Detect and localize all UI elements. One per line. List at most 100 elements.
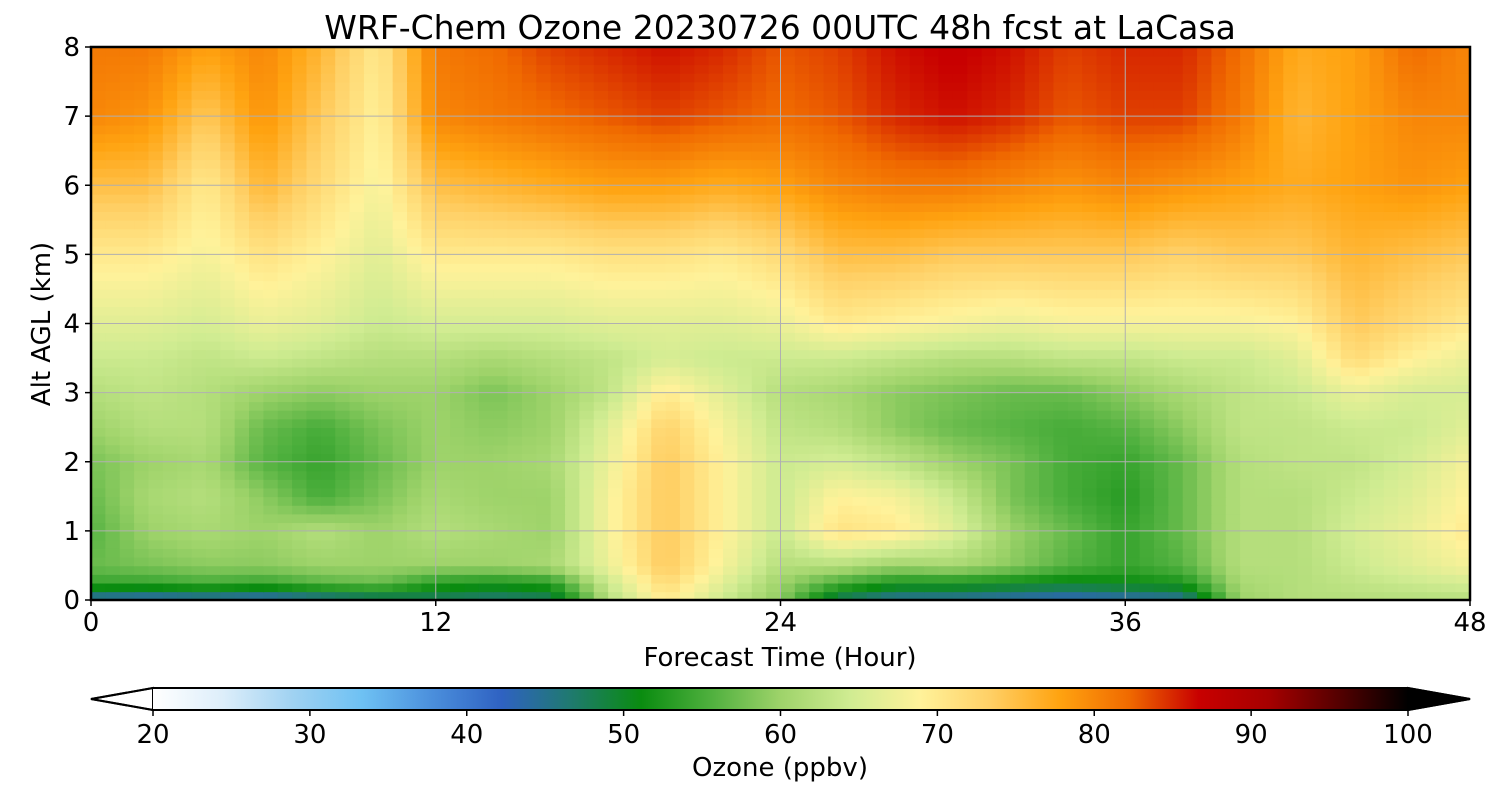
heatmap-cell <box>1025 419 1040 428</box>
heatmap-cell <box>939 168 954 177</box>
heatmap-cell <box>1154 324 1169 333</box>
heatmap-cell <box>177 177 192 186</box>
heatmap-cell <box>579 228 594 237</box>
heatmap-cell <box>680 540 695 549</box>
heatmap-cell <box>1168 514 1183 523</box>
heatmap-cell <box>263 272 278 281</box>
heatmap-cell <box>1068 505 1083 514</box>
heatmap-cell <box>694 583 709 592</box>
heatmap-cell <box>292 280 307 289</box>
heatmap-cell <box>924 574 939 583</box>
heatmap-cell <box>967 557 982 566</box>
heatmap-cell <box>464 289 479 298</box>
heatmap-cell <box>924 436 939 445</box>
heatmap-cell <box>105 401 120 410</box>
heatmap-cell <box>1240 565 1255 574</box>
heatmap-cell <box>134 557 149 566</box>
heatmap-cell <box>436 177 451 186</box>
heatmap-cell <box>694 358 709 367</box>
heatmap-cell <box>939 393 954 402</box>
heatmap-cell <box>852 393 867 402</box>
heatmap-cell <box>867 444 882 453</box>
heatmap-cell <box>1097 427 1112 436</box>
heatmap-cell <box>1082 306 1097 315</box>
heatmap-cell <box>536 401 551 410</box>
heatmap-cell <box>967 280 982 289</box>
heatmap-cell <box>321 496 336 505</box>
heatmap-cell <box>1355 203 1370 212</box>
heatmap-cell <box>493 436 508 445</box>
heatmap-cell <box>350 401 365 410</box>
heatmap-cell <box>1255 453 1270 462</box>
heatmap-cell <box>1053 453 1068 462</box>
heatmap-cell <box>1010 237 1025 246</box>
heatmap-cell <box>407 254 422 263</box>
heatmap-cell <box>1326 531 1341 540</box>
heatmap-cell <box>450 574 465 583</box>
heatmap-cell <box>393 159 408 168</box>
heatmap-cell <box>335 410 350 419</box>
heatmap-cell <box>120 479 135 488</box>
heatmap-cell <box>278 410 293 419</box>
heatmap-cell <box>407 349 422 358</box>
heatmap-cell <box>608 453 623 462</box>
heatmap-cell <box>1082 419 1097 428</box>
heatmap-cell <box>737 514 752 523</box>
heatmap-cell <box>1312 565 1327 574</box>
heatmap-cell <box>1082 427 1097 436</box>
heatmap-cell <box>694 228 709 237</box>
heatmap-cell <box>881 505 896 514</box>
heatmap-cell <box>1010 358 1025 367</box>
heatmap-cell <box>766 531 781 540</box>
heatmap-cell <box>1082 574 1097 583</box>
heatmap-cell <box>1283 332 1298 341</box>
heatmap-cell <box>493 419 508 428</box>
heatmap-cell <box>450 168 465 177</box>
heatmap-cell <box>321 185 336 194</box>
heatmap-cell <box>177 565 192 574</box>
heatmap-cell <box>1068 436 1083 445</box>
heatmap-cell <box>709 436 724 445</box>
heatmap-cell <box>939 514 954 523</box>
heatmap-cell <box>867 228 882 237</box>
heatmap-cell <box>1398 289 1413 298</box>
heatmap-cell <box>1197 159 1212 168</box>
heatmap-cell <box>723 237 738 246</box>
heatmap-cell <box>263 496 278 505</box>
heatmap-cell <box>996 254 1011 263</box>
heatmap-cell <box>1125 151 1140 160</box>
heatmap-cell <box>551 358 566 367</box>
heatmap-cell <box>1125 393 1140 402</box>
heatmap-cell <box>867 254 882 263</box>
heatmap-cell <box>163 522 178 531</box>
heatmap-cell <box>594 453 609 462</box>
heatmap-cell <box>249 358 264 367</box>
heatmap-cell <box>723 531 738 540</box>
heatmap-cell <box>565 185 580 194</box>
heatmap-cell <box>1369 548 1384 557</box>
heatmap-cell <box>306 565 321 574</box>
heatmap-cell <box>1125 367 1140 376</box>
heatmap-cell <box>1111 185 1126 194</box>
heatmap-cell <box>1097 151 1112 160</box>
heatmap-cell <box>378 159 393 168</box>
heatmap-cell <box>1226 246 1241 255</box>
heatmap-cell <box>622 168 637 177</box>
heatmap-cell <box>1398 159 1413 168</box>
heatmap-cell <box>651 419 666 428</box>
heatmap-cell <box>335 185 350 194</box>
heatmap-cell <box>1384 228 1399 237</box>
heatmap-cell <box>364 410 379 419</box>
heatmap-cell <box>263 254 278 263</box>
heatmap-cell <box>1068 375 1083 384</box>
heatmap-cell <box>263 453 278 462</box>
heatmap-cell <box>1111 272 1126 281</box>
heatmap-cell <box>479 349 494 358</box>
heatmap-cell <box>924 393 939 402</box>
heatmap-cell <box>1211 531 1226 540</box>
heatmap-cell <box>1341 419 1356 428</box>
heatmap-cell <box>1168 263 1183 272</box>
heatmap-cell <box>809 151 824 160</box>
heatmap-cell <box>163 194 178 203</box>
heatmap-cell <box>1427 453 1442 462</box>
